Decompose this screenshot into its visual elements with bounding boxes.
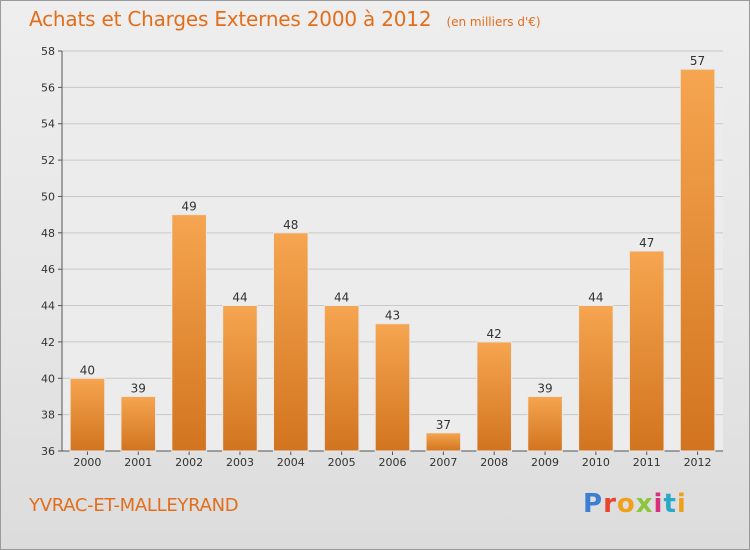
axis-layer: 36 38 40 42 44 46 48 50 52 54 56 58 2000 2001 2002 2003…	[41, 45, 723, 469]
x-tick-label-2004: 2004	[277, 456, 305, 469]
logo-letter: r	[603, 489, 617, 519]
data-label-2001: 39	[131, 381, 146, 395]
proxiti-logo: Proxiti	[583, 489, 687, 519]
bar-2003	[222, 305, 258, 452]
y-tick-label: 50	[41, 190, 55, 203]
data-label-2008: 42	[487, 327, 502, 341]
x-tick-label-2006: 2006	[379, 456, 407, 469]
bar-2005	[323, 305, 360, 452]
x-tick-label-2003: 2003	[226, 456, 254, 469]
bar-2010	[578, 305, 614, 452]
y-tick-label: 54	[41, 118, 55, 131]
logo-letter: x	[635, 489, 654, 519]
data-label-2004: 48	[283, 218, 298, 232]
data-label-2003: 44	[232, 291, 247, 305]
logo-letter: t	[663, 489, 677, 519]
data-label-2000: 40	[80, 363, 95, 377]
y-tick-label: 56	[41, 81, 55, 94]
logo-letter: o	[616, 489, 636, 519]
y-tick-label: 40	[41, 372, 55, 385]
bar-2004	[273, 232, 309, 452]
commune-name: YVRAC-ET-MALLEYRAND	[29, 495, 239, 516]
x-tick-label-2010: 2010	[582, 456, 610, 469]
y-tick-label: 38	[41, 409, 55, 422]
x-tick-label-2002: 2002	[175, 456, 203, 469]
data-label-2005: 44	[334, 291, 349, 305]
data-label-2009: 39	[537, 381, 552, 395]
x-tick-label-2012: 2012	[684, 456, 712, 469]
logo-letter: i	[653, 489, 664, 519]
data-label-2010: 44	[588, 291, 603, 305]
x-tick-label-2001: 2001	[124, 456, 152, 469]
y-tick-label: 42	[41, 336, 55, 349]
x-tick-label-2000: 2000	[73, 456, 101, 469]
chart-title-row: Achats et Charges Externes 2000 à 2012 (…	[29, 7, 541, 31]
bar-2009	[527, 395, 563, 452]
label-layer: 40 39 49 44 48 44 43 37 42 39 44 47 57	[80, 54, 705, 432]
bar-2012	[679, 68, 716, 452]
logo-letter: i	[676, 489, 687, 519]
x-tick-label-2008: 2008	[480, 456, 508, 469]
x-tick-label-2005: 2005	[328, 456, 356, 469]
bar-2002	[171, 214, 207, 452]
y-tick-label: 46	[41, 263, 55, 276]
data-label-2007: 37	[436, 418, 451, 432]
bar-2001	[120, 395, 157, 452]
chart-title: Achats et Charges Externes 2000 à 2012	[29, 7, 432, 31]
bar-2011	[628, 250, 665, 452]
y-tick-label: 44	[41, 300, 55, 313]
x-tick-label-2011: 2011	[633, 456, 661, 469]
bar-2007	[425, 432, 462, 452]
bar-2008	[476, 341, 512, 452]
data-label-2002: 49	[181, 200, 196, 214]
chart-subtitle: (en milliers d'€)	[446, 15, 541, 29]
y-tick-label: 58	[41, 45, 55, 58]
y-tick-label: 48	[41, 227, 55, 240]
x-tick-label-2007: 2007	[429, 456, 457, 469]
logo-letter: P	[583, 489, 604, 519]
data-label-2011: 47	[639, 236, 654, 250]
x-tick-label-2009: 2009	[531, 456, 559, 469]
bar-2006	[374, 323, 411, 452]
y-tick-label: 36	[41, 445, 55, 458]
data-label-2006: 43	[385, 309, 400, 323]
y-tick-label: 52	[41, 154, 55, 167]
bar-2000	[69, 377, 106, 452]
data-label-2012: 57	[690, 54, 705, 68]
bar-layer	[69, 68, 716, 452]
